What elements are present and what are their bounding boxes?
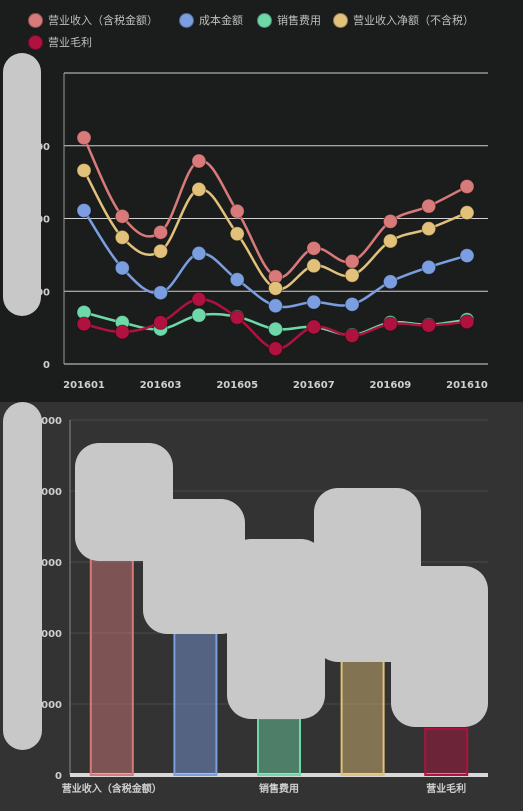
legend-marker	[179, 12, 194, 28]
legend-label: 营业收入（含税金额）	[48, 14, 158, 27]
data-point	[421, 221, 437, 237]
data-point	[114, 229, 130, 245]
data-point	[459, 178, 475, 194]
x-tick-label: 营业收入（含税金额）	[62, 782, 162, 795]
redaction-overlay	[3, 53, 41, 316]
y-tick-label: 000	[41, 700, 62, 711]
y-tick-label: 00	[36, 287, 50, 298]
legend-marker	[257, 12, 272, 28]
line-chart-panel: 营业收入（含税金额） 成本金额 销售费用 营业收入净额（不含税） 营业毛利 0 00 00 0…	[0, 0, 523, 402]
data-point	[153, 224, 169, 240]
data-point	[306, 240, 322, 256]
legend-label: 营业毛利	[48, 36, 92, 49]
data-point	[421, 259, 437, 275]
redaction-overlay	[391, 566, 488, 727]
data-point	[382, 213, 398, 229]
legend-item[interactable]: 营业收入（含税金额）	[28, 12, 158, 28]
data-point	[421, 317, 437, 333]
legend-item[interactable]: 销售费用	[257, 12, 321, 28]
data-point	[268, 280, 283, 296]
y-tick-label: 000	[41, 416, 62, 427]
data-point	[344, 328, 360, 344]
data-point	[76, 202, 92, 218]
data-point	[153, 285, 169, 301]
legend-marker	[28, 12, 43, 28]
redaction-overlay	[227, 539, 325, 719]
legend-marker	[333, 12, 348, 28]
data-point	[229, 272, 245, 288]
data-point	[382, 274, 398, 290]
data-point	[76, 316, 92, 332]
data-point	[306, 294, 322, 310]
data-point	[306, 319, 322, 335]
series-line	[82, 137, 468, 279]
x-tick-label: 销售费用	[259, 782, 299, 795]
y-tick-label: 000	[41, 629, 62, 640]
data-point	[114, 324, 130, 340]
bar	[89, 557, 134, 776]
x-tick-label: 201603	[140, 380, 182, 391]
data-point	[153, 243, 169, 259]
y-tick-label: 000	[41, 487, 62, 498]
data-point	[421, 198, 437, 214]
y-tick-label: 000	[41, 558, 62, 569]
redaction-overlay	[3, 402, 42, 750]
data-point	[229, 226, 245, 242]
y-tick-label: 0	[43, 360, 50, 371]
data-point	[344, 296, 360, 312]
data-point	[268, 298, 283, 314]
bar	[340, 656, 385, 777]
data-point	[114, 208, 130, 224]
y-tick-label: 00	[36, 215, 50, 226]
legend-item[interactable]: 营业收入净额（不含税）	[333, 12, 474, 28]
data-point	[459, 314, 475, 330]
data-point	[268, 321, 283, 337]
data-point	[191, 307, 207, 323]
data-point	[153, 315, 169, 331]
legend-item[interactable]: 营业毛利	[28, 34, 92, 50]
bar	[173, 632, 218, 776]
data-point	[459, 205, 475, 221]
data-point	[76, 162, 92, 178]
x-tick-label: 201605	[216, 380, 258, 391]
data-point	[191, 245, 207, 261]
data-point	[382, 316, 398, 332]
bar	[424, 727, 469, 777]
data-point	[76, 130, 92, 146]
legend-marker	[28, 34, 43, 50]
x-tick-label: 201607	[293, 380, 335, 391]
data-point	[229, 203, 245, 219]
data-point	[344, 267, 360, 283]
bar	[257, 717, 301, 777]
data-point	[229, 309, 245, 325]
legend-item[interactable]: 成本金额	[179, 12, 243, 28]
data-point	[191, 181, 207, 197]
data-point	[306, 258, 322, 274]
x-tick-label: 201601	[63, 380, 105, 391]
series-line	[82, 169, 468, 291]
data-point	[191, 291, 207, 307]
x-tick-label: 201609	[370, 380, 412, 391]
legend-label: 成本金额	[199, 14, 243, 27]
data-point	[382, 233, 398, 249]
x-tick-label: 营业毛利	[426, 782, 466, 795]
data-point	[114, 260, 130, 276]
data-point	[191, 153, 207, 169]
y-tick-label: 00	[36, 142, 50, 153]
legend-label: 营业收入净额（不含税）	[353, 14, 474, 27]
y-tick-label: 0	[55, 771, 62, 782]
legend-label: 销售费用	[277, 14, 321, 27]
data-point	[268, 341, 283, 357]
x-tick-label: 201610	[446, 380, 488, 391]
data-point	[344, 253, 360, 269]
data-point	[459, 248, 475, 264]
